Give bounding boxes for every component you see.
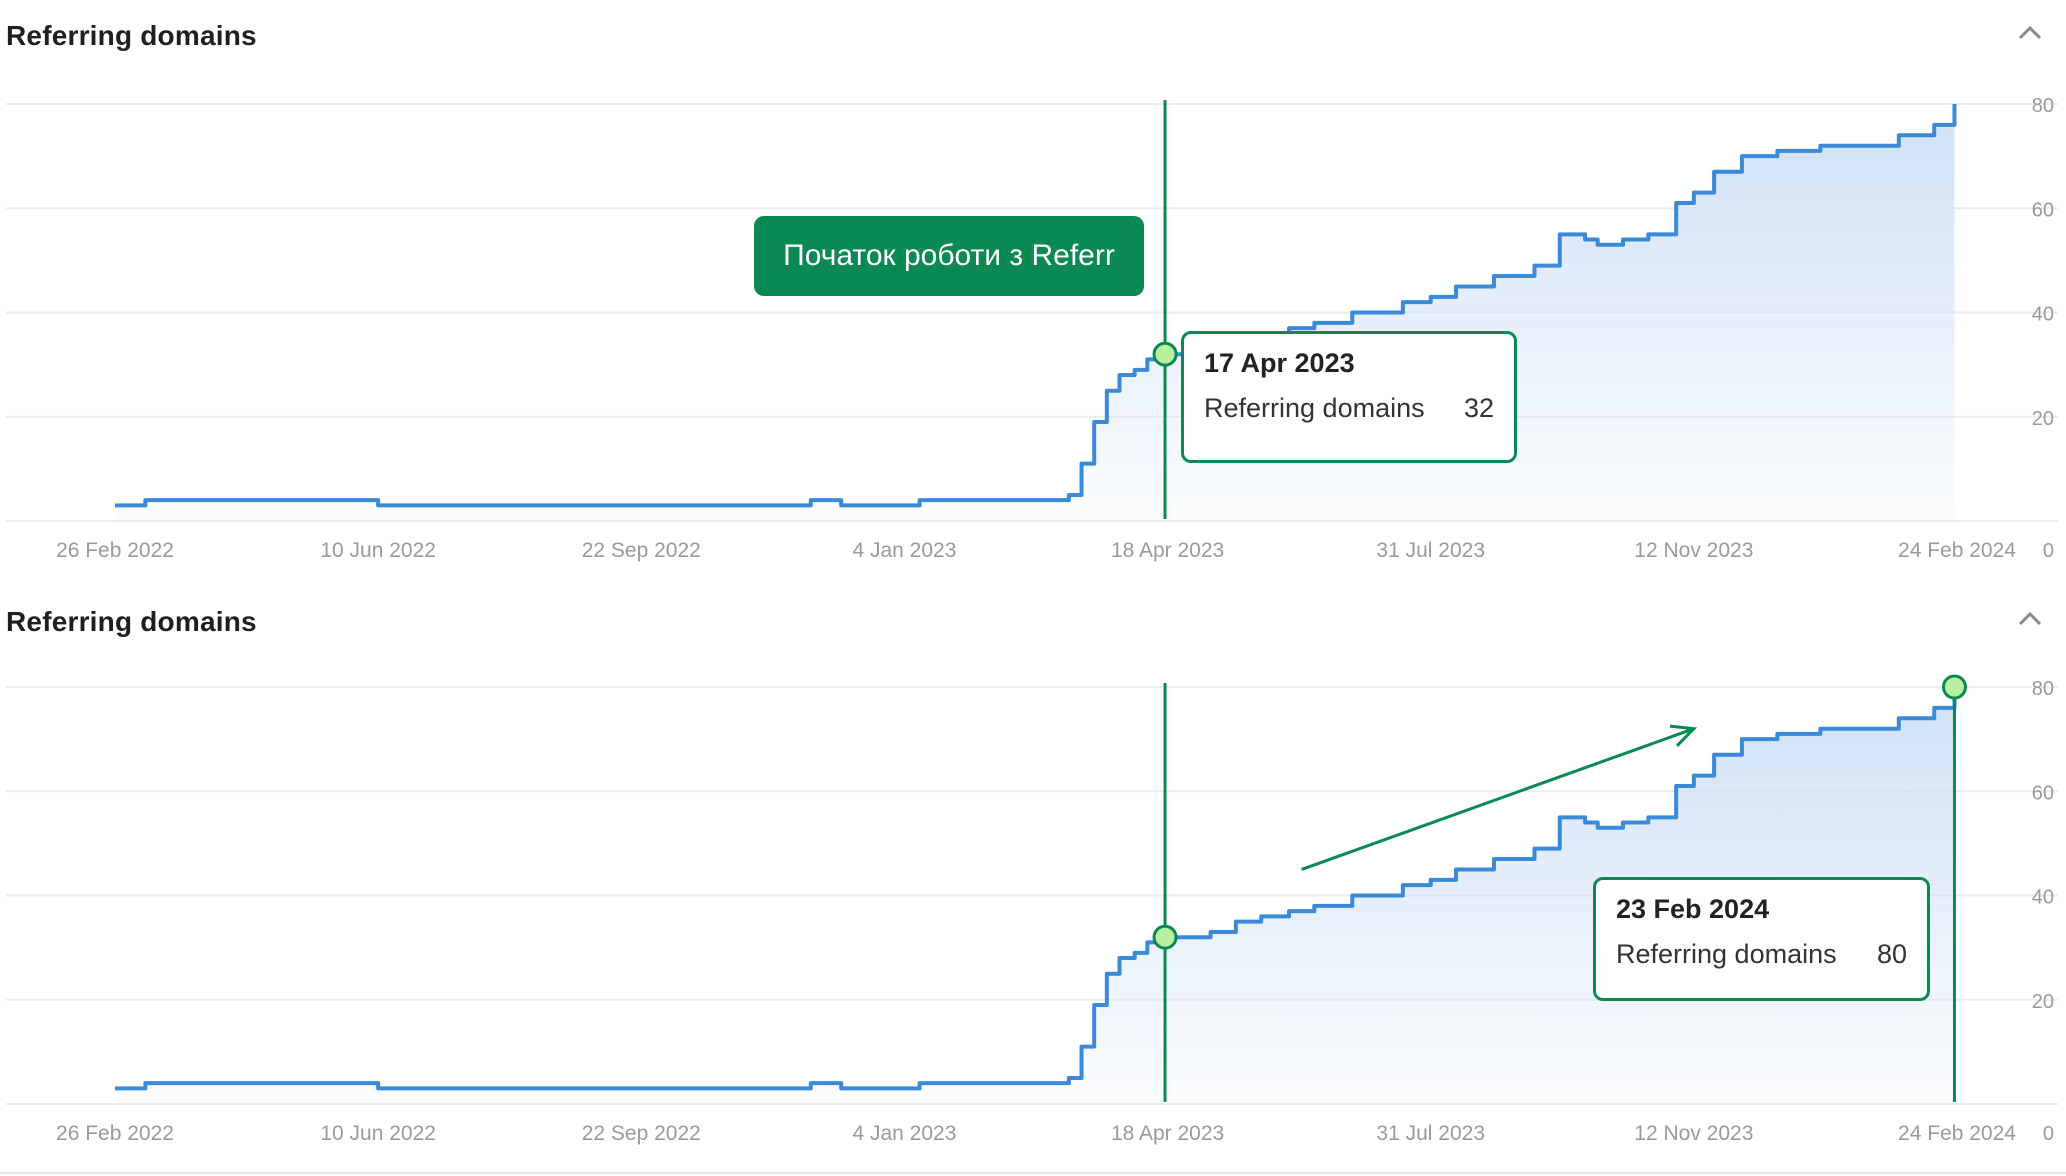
tooltip-label: Referring domains	[1204, 393, 1425, 423]
tooltip-row: Referring domains 32	[1204, 393, 1494, 424]
x-tick-label: 4 Jan 2023	[852, 539, 956, 562]
x-tick-label: 4 Jan 2023	[852, 1122, 956, 1145]
chart-tooltip: 17 Apr 2023 Referring domains 32	[1181, 331, 1517, 463]
y-tick-label: 40	[2032, 887, 2054, 909]
chart-panel-bottom: 0 20 40 60 80 26 Feb 2022 10 Jun 2022 22 Sep 20…	[0, 590, 2066, 1176]
x-tick-label: 10 Jun 2022	[320, 539, 436, 562]
y-tick-label: 40	[2032, 304, 2054, 326]
x-tick-label: 22 Sep 2022	[582, 1122, 701, 1145]
chart-panel-top: 0 20 40 60 80 26 Feb 2022 10 Jun 2022 22 Sep 20…	[6, 20, 2058, 562]
x-tick-label: 22 Sep 2022	[582, 539, 701, 562]
series-line	[115, 104, 1957, 508]
annotation-banner: Початок роботи з Referr	[754, 216, 1144, 296]
tooltip-date: 17 Apr 2023	[1204, 348, 1355, 378]
data-point-marker	[1152, 924, 1178, 950]
x-tick-label: 24 Feb 2024	[1898, 1122, 2016, 1145]
x-tick-label: 18 Apr 2023	[1111, 539, 1224, 562]
y-tick-label: 0	[2043, 1123, 2054, 1145]
x-tick-label: 10 Jun 2022	[320, 1122, 436, 1145]
x-tick-label: 12 Nov 2023	[1634, 1122, 1753, 1145]
x-tick-label: 26 Feb 2022	[56, 539, 174, 562]
x-tick-label: 18 Apr 2023	[1111, 1122, 1224, 1145]
panel-title: Referring domains	[6, 20, 257, 51]
y-tick-label: 20	[2032, 991, 2054, 1013]
data-point-marker	[1941, 674, 1967, 700]
y-tick-label: 60	[2032, 782, 2054, 804]
x-tick-label: 26 Feb 2022	[56, 1122, 174, 1145]
divider	[0, 1172, 2066, 1174]
panel-title: Referring domains	[6, 606, 257, 637]
x-tick-label: 31 Jul 2023	[1376, 1122, 1485, 1145]
tooltip-row: Referring domains 80	[1616, 939, 1907, 970]
y-tick-label: 60	[2032, 199, 2054, 221]
trend-arrow	[1301, 727, 1695, 871]
tooltip-label: Referring domains	[1616, 939, 1837, 969]
chevron-up-icon[interactable]	[2016, 608, 2044, 630]
x-tick-label: 24 Feb 2024	[1898, 539, 2016, 562]
series-line	[115, 687, 1957, 1091]
y-tick-label: 80	[2032, 95, 2054, 117]
x-tick-label: 31 Jul 2023	[1376, 539, 1485, 562]
chart-bottom-svg: 0 20 40 60 80 26 Feb 2022 10 Jun 2022 22 Sep 20…	[6, 674, 2058, 1145]
data-point-marker	[1152, 341, 1178, 367]
tooltip-value: 80	[1876, 939, 1907, 969]
chevron-up-icon[interactable]	[2016, 22, 2044, 44]
arrow-icon	[1669, 724, 1698, 747]
tooltip-value: 32	[1463, 393, 1494, 423]
x-tick-label: 12 Nov 2023	[1634, 539, 1753, 562]
series-area	[115, 687, 1955, 1104]
y-tick-label: 0	[2043, 540, 2054, 562]
tooltip-date: 23 Feb 2024	[1616, 894, 1770, 924]
y-tick-label: 80	[2032, 678, 2054, 700]
chart-tooltip: 23 Feb 2024 Referring domains 80	[1593, 877, 1930, 1001]
y-tick-label: 20	[2032, 408, 2054, 430]
